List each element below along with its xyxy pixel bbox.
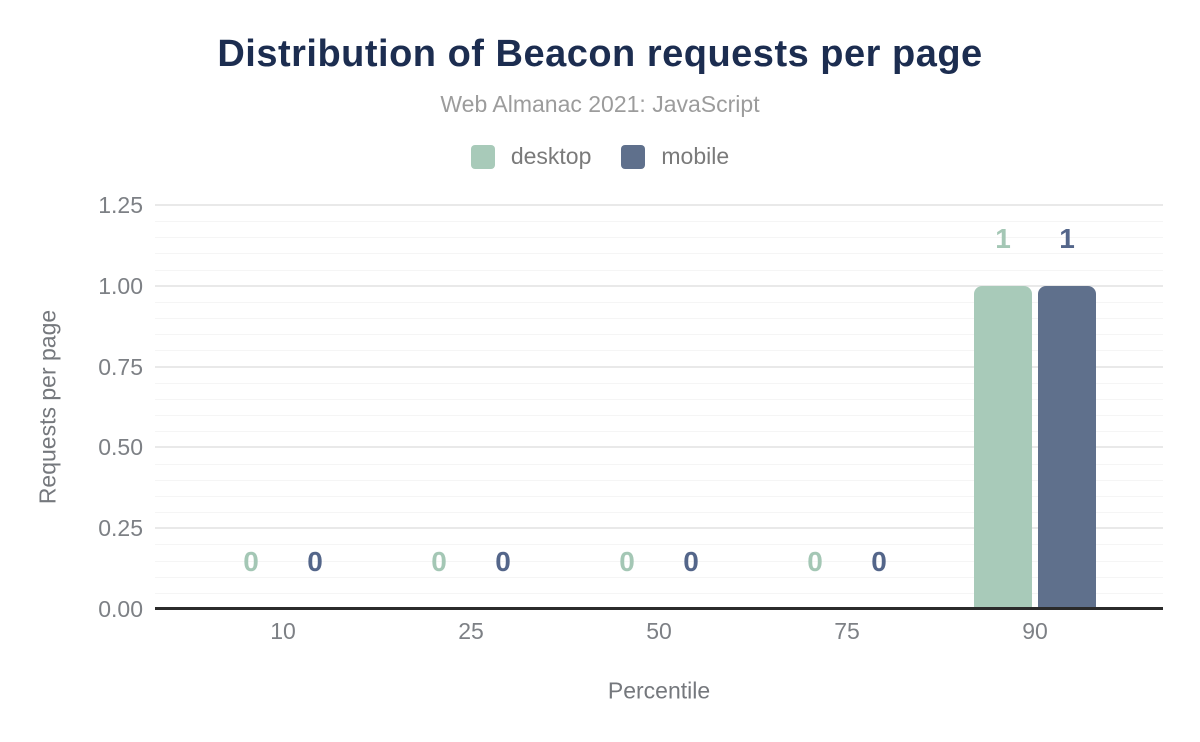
y-axis-tick-label: 0.00 (98, 596, 143, 622)
y-axis-tick-label: 1.00 (98, 273, 143, 299)
desktop-value-label: 0 (807, 546, 823, 577)
x-axis-tick-label: 25 (458, 618, 484, 644)
gridline-minor (155, 431, 1163, 432)
mobile-value-label: 0 (495, 546, 511, 577)
desktop-value-label: 1 (995, 223, 1011, 254)
gridline-minor (155, 399, 1163, 400)
x-axis-line (155, 607, 1163, 610)
legend-label-desktop: desktop (510, 143, 592, 169)
gridline-minor (155, 512, 1163, 513)
legend-label-mobile: mobile (661, 143, 730, 169)
mobile-swatch-icon (621, 144, 646, 169)
desktop-value-label: 0 (619, 546, 635, 577)
mobile-value-label: 0 (871, 546, 887, 577)
gridline-minor (155, 253, 1163, 254)
gridline-minor (155, 221, 1163, 222)
gridline-minor (155, 270, 1163, 271)
gridline-minor (155, 496, 1163, 497)
x-axis-tick-label: 50 (646, 618, 672, 644)
gridline-minor (155, 577, 1163, 578)
chart-subtitle: Web Almanac 2021: JavaScript (440, 91, 760, 117)
x-axis-title: Percentile (607, 677, 711, 704)
y-axis-tick-label: 0.25 (98, 515, 143, 541)
gridline-major (155, 204, 1163, 206)
gridline-minor (155, 350, 1163, 351)
desktop-bar (974, 286, 1032, 609)
gridline-major (155, 366, 1163, 368)
y-axis-title: Requests per page (34, 309, 61, 505)
y-axis-tick-label: 0.75 (98, 354, 143, 380)
mobile-value-label: 0 (683, 546, 699, 577)
gridline-minor (155, 464, 1163, 465)
gridline-minor (155, 302, 1163, 303)
gridline-minor (155, 383, 1163, 384)
gridline-minor (155, 237, 1163, 238)
gridline-minor (155, 480, 1163, 481)
gridline-minor (155, 561, 1163, 562)
gridline-major (155, 446, 1163, 448)
y-axis-tick-label: 0.50 (98, 434, 143, 460)
desktop-swatch-icon (470, 144, 495, 169)
x-axis-tick-label: 10 (270, 618, 296, 644)
mobile-value-label: 1 (1059, 223, 1075, 254)
desktop-value-label: 0 (431, 546, 447, 577)
gridline-minor (155, 334, 1163, 335)
chart-title: Distribution of Beacon requests per page (217, 33, 983, 75)
legend-item-desktop: desktop (470, 143, 592, 170)
chart-legend: desktop mobile (0, 143, 1200, 170)
y-axis-tick-label: 1.25 (98, 192, 143, 218)
mobile-value-label: 0 (307, 546, 323, 577)
x-axis-tick-label: 75 (834, 618, 860, 644)
desktop-value-label: 0 (243, 546, 259, 577)
gridline-minor (155, 318, 1163, 319)
gridline-major (155, 285, 1163, 287)
gridline-minor (155, 544, 1163, 545)
gridline-minor (155, 593, 1163, 594)
gridline-major (155, 527, 1163, 529)
gridline-minor (155, 415, 1163, 416)
legend-item-mobile: mobile (621, 143, 729, 170)
x-axis-tick-label: 90 (1022, 618, 1048, 644)
mobile-bar (1038, 286, 1096, 609)
